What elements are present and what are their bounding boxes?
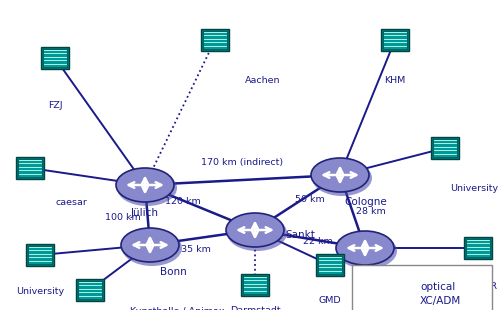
Text: 22 km: 22 km [303, 237, 333, 246]
Ellipse shape [312, 160, 372, 196]
Text: University: University [16, 287, 64, 296]
FancyBboxPatch shape [352, 265, 492, 310]
FancyBboxPatch shape [16, 157, 44, 179]
Ellipse shape [227, 215, 287, 251]
FancyBboxPatch shape [383, 31, 407, 49]
Ellipse shape [337, 233, 397, 269]
Text: Darmstadt: Darmstadt [230, 306, 280, 310]
FancyBboxPatch shape [316, 254, 344, 276]
Ellipse shape [117, 170, 177, 206]
Text: 100 km: 100 km [105, 214, 141, 223]
FancyBboxPatch shape [43, 49, 67, 67]
Text: Jülich: Jülich [131, 208, 159, 218]
Text: DLR: DLR [478, 282, 497, 291]
Text: XC/ADM: XC/ADM [420, 296, 461, 306]
Ellipse shape [365, 281, 413, 310]
Text: GMD: GMD [318, 296, 342, 305]
FancyBboxPatch shape [76, 279, 104, 301]
FancyBboxPatch shape [41, 47, 69, 69]
Text: Cologne: Cologne [344, 197, 387, 207]
Ellipse shape [121, 228, 179, 262]
Text: Sankt: Sankt [285, 230, 315, 240]
FancyBboxPatch shape [28, 246, 52, 264]
FancyBboxPatch shape [18, 159, 42, 177]
FancyBboxPatch shape [78, 281, 102, 299]
Ellipse shape [122, 230, 182, 266]
FancyBboxPatch shape [201, 29, 229, 51]
Text: Aachen: Aachen [245, 76, 280, 85]
FancyBboxPatch shape [466, 239, 490, 257]
Text: Cologne-Porz: Cologne-Porz [360, 270, 428, 280]
Text: KHM: KHM [384, 76, 406, 85]
Text: FZJ: FZJ [48, 101, 62, 110]
Text: optical: optical [420, 282, 455, 292]
FancyBboxPatch shape [381, 29, 409, 51]
Text: 120 km: 120 km [165, 197, 201, 206]
FancyBboxPatch shape [433, 139, 457, 157]
FancyBboxPatch shape [243, 276, 267, 294]
FancyBboxPatch shape [203, 31, 227, 49]
Text: 50 km: 50 km [295, 196, 325, 205]
Ellipse shape [116, 168, 174, 202]
Text: University: University [450, 184, 498, 193]
Text: 170 km (indirect): 170 km (indirect) [201, 158, 283, 167]
FancyBboxPatch shape [464, 237, 492, 259]
Text: 28 km: 28 km [356, 206, 386, 215]
FancyBboxPatch shape [431, 137, 459, 159]
Text: Kunsthalle / Animax: Kunsthalle / Animax [130, 306, 224, 310]
Text: 35 km: 35 km [181, 246, 211, 255]
FancyBboxPatch shape [241, 274, 269, 296]
Text: caesar: caesar [55, 198, 87, 207]
Ellipse shape [336, 231, 394, 265]
Ellipse shape [226, 213, 284, 247]
Ellipse shape [364, 279, 410, 307]
FancyBboxPatch shape [26, 244, 54, 266]
FancyBboxPatch shape [318, 256, 342, 274]
Ellipse shape [311, 158, 369, 192]
Text: Bonn: Bonn [160, 267, 187, 277]
